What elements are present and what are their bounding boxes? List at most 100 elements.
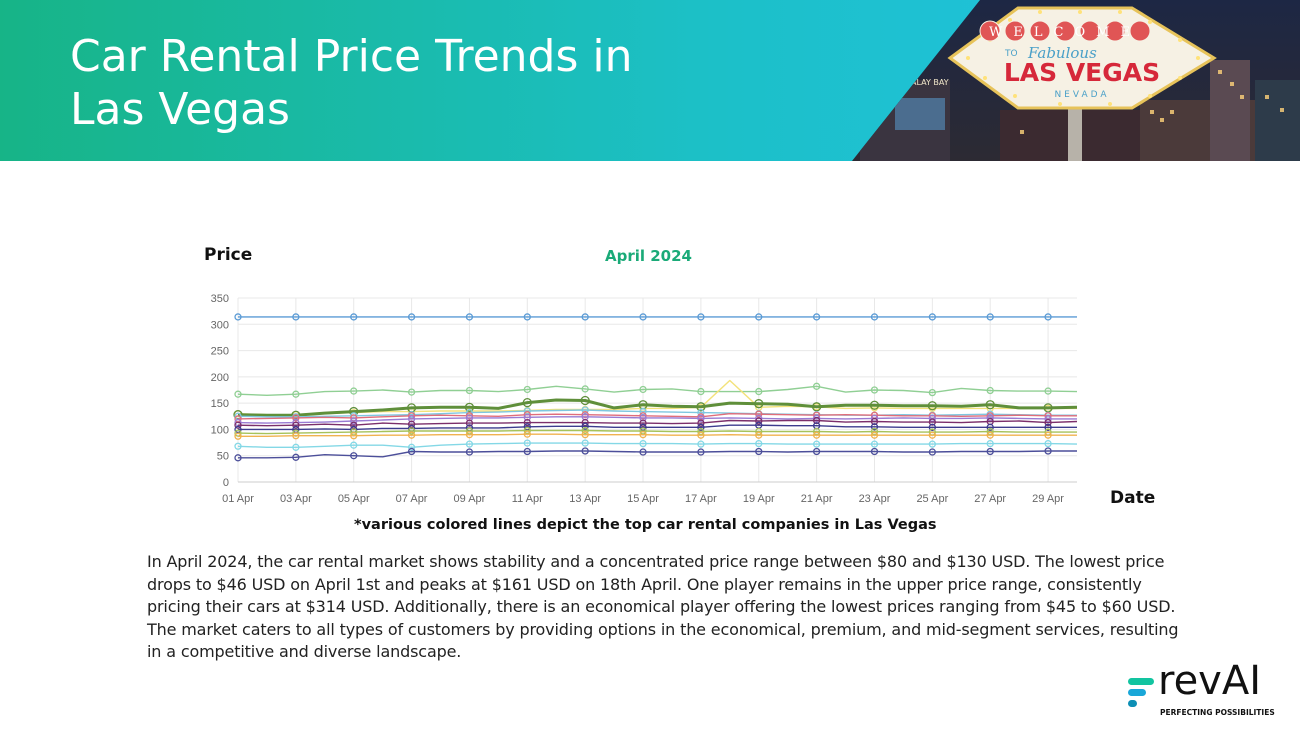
x-tick-label: 05 Apr — [338, 493, 370, 505]
x-tick-label: 25 Apr — [916, 493, 948, 505]
y-tick-label: 200 — [211, 372, 229, 384]
data-point — [465, 440, 474, 448]
data-point — [234, 425, 242, 434]
data-point — [234, 432, 242, 440]
data-point — [812, 416, 821, 425]
chart-caption: *various colored lines depict the top ca… — [354, 517, 937, 533]
data-point — [812, 313, 821, 321]
x-tick-label: 13 Apr — [569, 493, 601, 505]
data-point — [292, 390, 300, 398]
data-point — [812, 431, 821, 439]
data-point — [234, 421, 242, 429]
data-point — [928, 418, 936, 426]
revai-logo-word: revAI — [1158, 658, 1262, 704]
x-tick-label: 07 Apr — [396, 493, 428, 505]
series-line — [237, 413, 1077, 420]
data-point — [1044, 431, 1052, 439]
data-point — [986, 439, 994, 448]
data-point — [928, 313, 936, 321]
data-point — [523, 385, 531, 394]
series-line — [237, 409, 1077, 418]
data-point — [523, 418, 531, 427]
chart-title: April 2024 — [605, 247, 692, 265]
data-point — [523, 439, 531, 447]
data-point — [755, 410, 763, 418]
series-line — [237, 385, 1078, 396]
data-point — [581, 411, 589, 419]
data-point — [292, 453, 300, 461]
data-point — [581, 418, 589, 427]
x-tick-label: 11 Apr — [512, 493, 543, 505]
data-point — [407, 443, 416, 451]
data-point — [292, 421, 300, 429]
data-point — [465, 448, 474, 456]
data-point — [870, 417, 879, 426]
data-point — [870, 440, 879, 448]
data-point — [350, 412, 358, 420]
data-point — [755, 313, 763, 321]
data-point — [523, 413, 531, 421]
data-point — [639, 414, 647, 422]
data-point — [1044, 387, 1052, 395]
data-point — [581, 447, 589, 455]
sign-state: NEVADA — [1054, 90, 1109, 100]
series-company-a — [234, 313, 1077, 321]
x-tick-label: 01 Apr — [222, 493, 254, 505]
data-point — [870, 313, 879, 321]
x-axis: 01 Apr 03 Apr 05 Apr 07 Apr 09 Apr 11 Apr 13 A… — [222, 481, 1077, 505]
data-point — [234, 442, 242, 450]
y-tick-label: 100 — [211, 424, 229, 436]
sign-city: LAS VEGAS — [1004, 58, 1160, 87]
x-tick-label: 09 Apr — [454, 493, 486, 505]
data-point — [581, 385, 589, 393]
revai-logo: revAI PERFECTING POSSIBILITIES — [1126, 658, 1286, 724]
y-tick-label: 50 — [217, 451, 229, 463]
data-point — [870, 423, 879, 431]
data-point — [697, 313, 705, 321]
chart-series — [233, 313, 1078, 462]
revai-logo-icon — [1128, 678, 1154, 707]
data-point — [986, 447, 994, 456]
data-point — [639, 448, 647, 456]
series-company-i — [234, 421, 1077, 434]
data-point — [812, 440, 821, 448]
data-point — [986, 386, 994, 395]
sign-to: TO — [1004, 49, 1018, 59]
series-company-b — [234, 382, 1078, 398]
series-line — [238, 433, 1077, 437]
data-point — [350, 421, 358, 429]
data-point — [350, 417, 358, 425]
data-point — [581, 426, 589, 435]
data-point — [581, 439, 589, 447]
data-point — [639, 419, 647, 427]
data-point — [696, 402, 706, 412]
x-tick-label: 21 Apr — [801, 493, 833, 505]
series-company-l — [234, 439, 1078, 451]
x-tick-label: 03 Apr — [280, 493, 312, 505]
data-point — [639, 439, 647, 448]
data-point — [234, 313, 242, 321]
data-point — [639, 431, 647, 439]
data-point — [522, 397, 532, 408]
data-point — [580, 395, 590, 406]
data-point — [407, 420, 416, 428]
data-point — [928, 414, 936, 423]
data-point — [928, 431, 936, 439]
data-point — [755, 431, 763, 439]
data-point — [1044, 423, 1052, 431]
data-point — [234, 390, 242, 398]
data-point — [986, 431, 994, 439]
revai-logo-tagline: PERFECTING POSSIBILITIES — [1160, 708, 1275, 717]
data-point — [581, 313, 589, 321]
data-point — [1044, 439, 1052, 448]
series-line — [237, 442, 1078, 448]
data-point — [1044, 418, 1052, 427]
data-point — [870, 431, 879, 439]
billboard — [895, 98, 945, 130]
data-point — [986, 423, 994, 431]
sign-welcome: WELCOME — [989, 25, 1141, 40]
data-point — [985, 400, 995, 410]
x-tick-label: 17 Apr — [685, 493, 717, 505]
data-point — [465, 431, 474, 439]
header-banner: Car Rental Price Trends in Las Vegas DAL… — [0, 0, 1300, 161]
